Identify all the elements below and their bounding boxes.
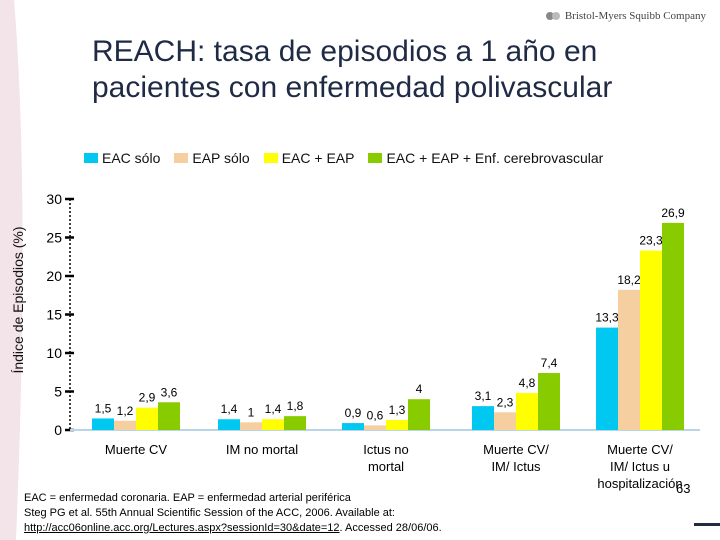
brand-header: Bristol-Myers Squibb Company xyxy=(545,10,706,22)
bar-value-label: 23,3 xyxy=(639,234,663,248)
page-number: 63 xyxy=(676,481,691,496)
legend-label: EAP sólo xyxy=(192,150,250,166)
bar xyxy=(596,327,618,430)
bar xyxy=(472,406,494,430)
legend-label: EAC + EAP + Enf. cerebrovascular xyxy=(386,150,604,166)
brand-logo-icon xyxy=(545,12,560,20)
x-category-label: hospitalización xyxy=(597,476,682,491)
y-tick-label: 30 xyxy=(46,191,62,207)
bar-value-label: 3,6 xyxy=(161,385,178,399)
legend-swatch xyxy=(263,153,278,163)
legend-label: EAC + EAP xyxy=(281,150,355,166)
chart-legend: EAC sólo EAP sólo EAC + EAP EAC + EAP + Enf… xyxy=(84,150,617,166)
legend-item: EAP sólo xyxy=(174,150,250,166)
bar-value-label: 1,4 xyxy=(221,402,238,416)
bar-value-label: 3,1 xyxy=(475,389,492,403)
bar-value-label: 18,2 xyxy=(617,273,641,287)
bar-value-label: 1,5 xyxy=(95,401,112,415)
bar-value-label: 1,3 xyxy=(389,403,406,417)
x-category-label: IM/ Ictus xyxy=(491,459,541,474)
legend-item: EAC + EAP + Enf. cerebrovascular xyxy=(368,150,603,166)
bar-value-label: 26,9 xyxy=(661,206,685,220)
x-category-label: IM no mortal xyxy=(226,442,298,457)
brand-name: Bristol-Myers Squibb Company xyxy=(564,10,706,22)
bar xyxy=(364,425,386,430)
x-category-label: IM/ Ictus u xyxy=(610,459,670,474)
y-tick-label: 25 xyxy=(46,230,62,246)
bar xyxy=(240,422,262,430)
bar-value-label: 2,3 xyxy=(497,395,514,409)
bar-value-label: 0,6 xyxy=(367,408,384,422)
bar xyxy=(136,407,158,430)
footnote-accessed: . Accessed 28/06/06. xyxy=(339,522,442,534)
footnote: EAC = enfermedad coronaria. EAP = enferm… xyxy=(24,491,442,536)
y-tick-label: 5 xyxy=(54,384,62,400)
bar xyxy=(262,419,284,430)
x-category-label: Ictus no xyxy=(363,442,409,457)
decorative-swoosh xyxy=(0,0,23,540)
bar xyxy=(284,416,306,430)
bar xyxy=(158,402,180,430)
bar xyxy=(342,423,364,430)
bar xyxy=(114,420,136,430)
slide-title: REACH: tasa de episodios a 1 año en paci… xyxy=(92,35,613,104)
bar-value-label: 4 xyxy=(416,382,423,396)
bar xyxy=(538,373,560,430)
corner-accent xyxy=(694,523,720,526)
legend-label: EAC sólo xyxy=(102,150,161,166)
bar-value-label: 1 xyxy=(248,405,255,419)
bar xyxy=(516,393,538,430)
bar xyxy=(640,250,662,430)
y-tick-label: 15 xyxy=(46,307,62,323)
legend-swatch xyxy=(174,153,189,163)
legend-swatch xyxy=(368,153,383,163)
y-tick-label: 0 xyxy=(54,422,62,438)
bar-value-label: 4,8 xyxy=(519,376,536,390)
footnote-citation: Steg PG et al. 55th Annual Scientific Se… xyxy=(24,507,395,519)
y-tick-label: 10 xyxy=(46,345,62,361)
bar xyxy=(92,418,114,430)
footnote-abbreviations: EAC = enfermedad coronaria. EAP = enferm… xyxy=(24,492,351,504)
x-category-label: Muerte CV/ xyxy=(607,442,673,457)
bar-value-label: 13,3 xyxy=(595,311,619,325)
bar xyxy=(662,222,684,430)
bar xyxy=(408,399,430,430)
legend-item: EAC sólo xyxy=(84,150,160,166)
bar xyxy=(386,419,408,430)
bar-value-label: 1,2 xyxy=(117,404,134,418)
x-category-label: Muerte CV xyxy=(105,442,167,457)
x-category-label: Muerte CV/ xyxy=(483,442,549,457)
footnote-link[interactable]: http://acc06online.acc.org/Lectures.aspx… xyxy=(24,522,340,534)
x-category-label: mortal xyxy=(368,459,404,474)
legend-item: EAC + EAP xyxy=(263,150,355,166)
bar-value-label: 0,9 xyxy=(345,406,362,420)
y-tick-label: 20 xyxy=(46,268,62,284)
bar-value-label: 1,4 xyxy=(265,402,282,416)
bar-value-label: 1,8 xyxy=(287,399,304,413)
bar xyxy=(618,289,640,430)
bar-value-label: 7,4 xyxy=(541,356,558,370)
legend-swatch xyxy=(84,153,98,163)
bar xyxy=(218,419,240,430)
bar-value-label: 2,9 xyxy=(139,391,156,405)
bar xyxy=(494,412,516,430)
